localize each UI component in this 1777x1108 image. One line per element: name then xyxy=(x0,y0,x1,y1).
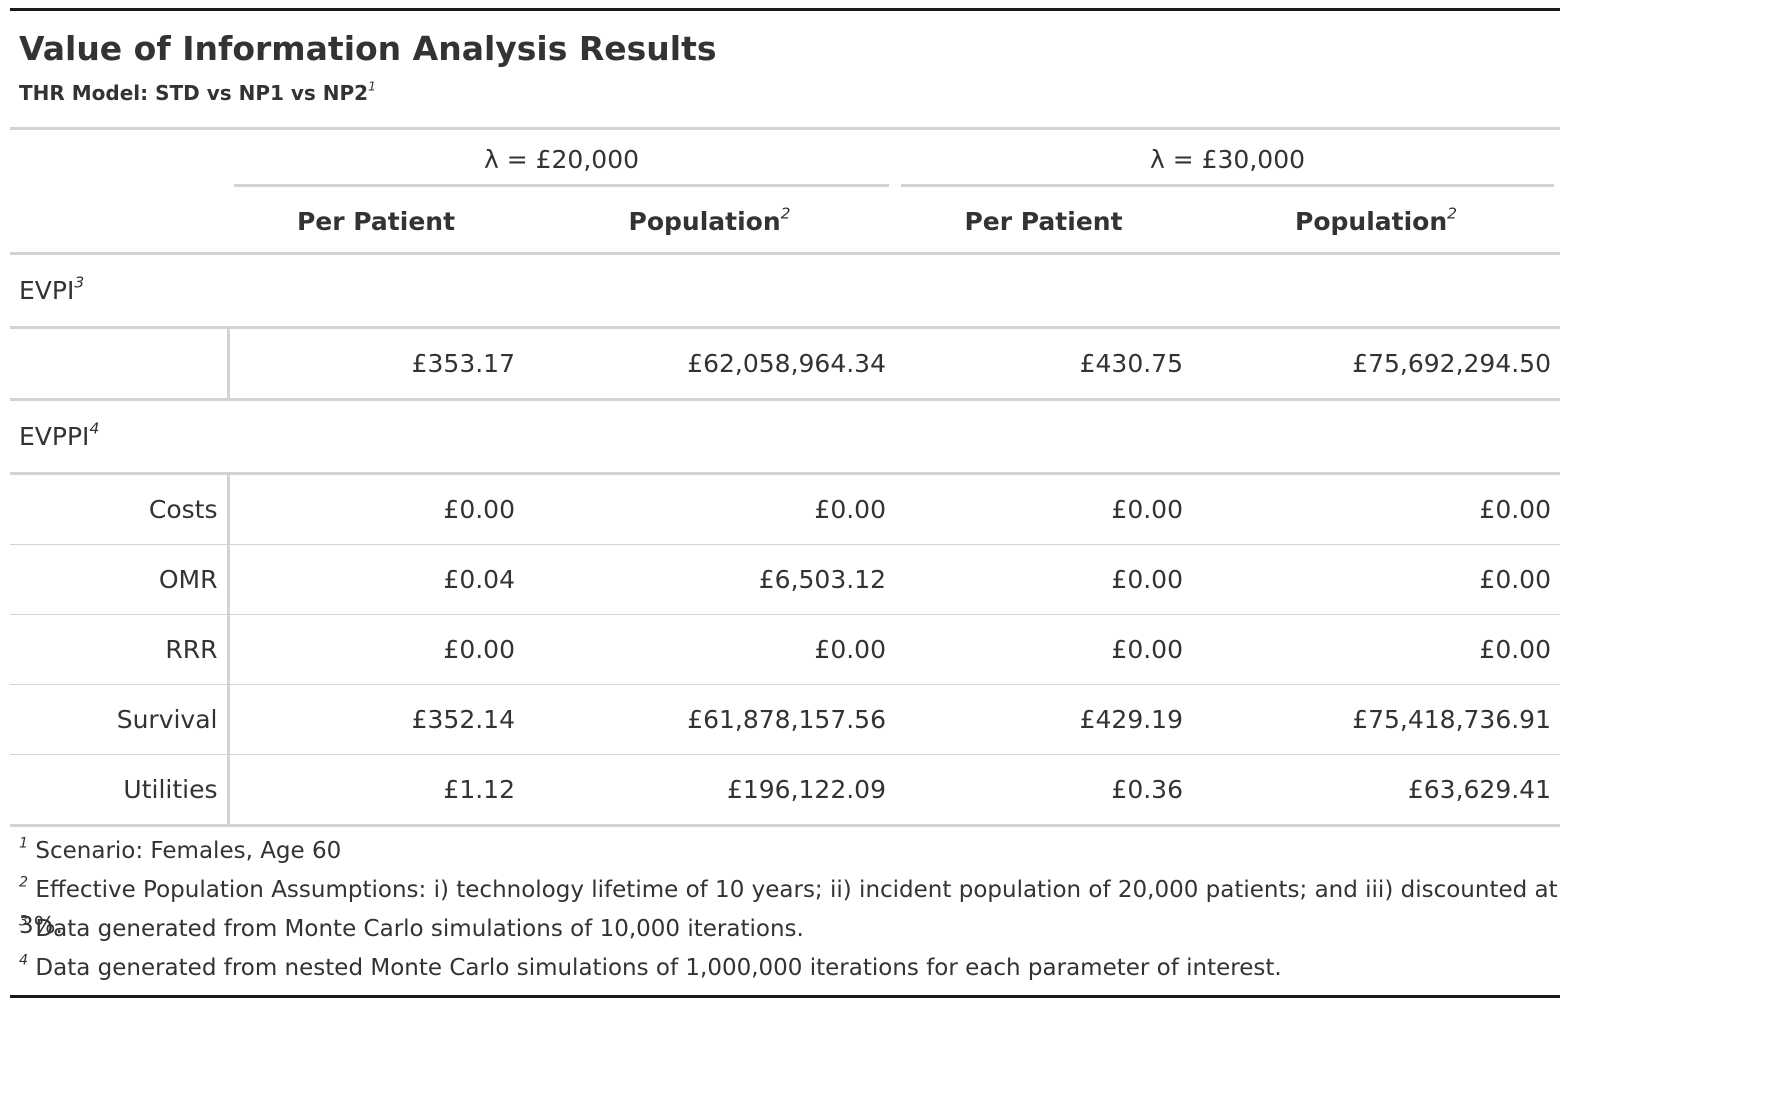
group-label-evpi: EVPI3 xyxy=(10,252,1560,328)
stub-spanner-empty xyxy=(10,129,228,191)
top-rule xyxy=(10,8,1560,11)
footnote-text: Data generated from Monte Carlo simulati… xyxy=(35,916,804,942)
table-row: Costs £0.00 £0.00 £0.00 £0.00 xyxy=(10,472,1560,545)
col-header-per-patient: Per Patient xyxy=(228,190,524,254)
footnote-mark: 2 xyxy=(19,874,29,891)
table-row: £353.17 £62,058,964.34 £430.75 £75,692,2… xyxy=(10,326,1560,400)
table-cell: £353.17 xyxy=(228,326,524,400)
footnote: 1 Scenario: Females, Age 60 xyxy=(19,833,1560,872)
group-row-evppi: EVPPI4 xyxy=(10,398,1560,474)
table-row: RRR £0.00 £0.00 £0.00 £0.00 xyxy=(10,614,1560,685)
column-header-row: Per Patient Population2 Per Patient Popu… xyxy=(10,190,1560,254)
footnote-text: Effective Population Assumptions: i) tec… xyxy=(19,877,1558,939)
table-cell: £0.00 xyxy=(895,472,1192,545)
table-cell: £62,058,964.34 xyxy=(524,326,895,400)
voi-results-table: Value of Information Analysis Results TH… xyxy=(10,8,1560,998)
group-label: EVPPI xyxy=(19,422,90,451)
table-cell: £0.00 xyxy=(228,472,524,545)
table-cell: £75,418,736.91 xyxy=(1192,684,1560,755)
bottom-rule xyxy=(10,995,1560,998)
footnote: 2 Effective Population Assumptions: i) t… xyxy=(19,872,1560,939)
table-cell: £1.12 xyxy=(228,754,524,824)
table-cell: £6,503.12 xyxy=(524,544,895,615)
table-cell: £352.14 xyxy=(228,684,524,755)
row-stub: Costs xyxy=(10,472,230,545)
col-header-population: Population2 xyxy=(524,190,895,254)
footnote-text: Scenario: Females, Age 60 xyxy=(35,838,342,864)
table-cell: £0.00 xyxy=(1192,544,1560,615)
table-row: Utilities £1.12 £196,122.09 £0.36 £63,62… xyxy=(10,754,1560,824)
col-header-label: Per Patient xyxy=(296,206,456,236)
subtitle-text: THR Model: STD vs NP1 vs NP2 xyxy=(19,81,369,105)
col-header-label: Population xyxy=(1295,206,1448,236)
footnote-mark: 3 xyxy=(19,913,29,930)
footnote: 4 Data generated from nested Monte Carlo… xyxy=(19,950,1560,989)
table-cell: £0.04 xyxy=(228,544,524,615)
footnote: 3 Data generated from Monte Carlo simula… xyxy=(19,911,1560,950)
spanner-lambda-30000: λ = £30,000 xyxy=(895,129,1560,191)
table-footnotes: 1 Scenario: Females, Age 60 2 Effective … xyxy=(10,824,1560,995)
table-cell: £430.75 xyxy=(895,326,1192,400)
spanner-lambda-20000: λ = £20,000 xyxy=(228,129,895,191)
group-label: EVPI xyxy=(19,276,75,305)
table-cell: £0.00 xyxy=(228,614,524,685)
row-stub: Utilities xyxy=(10,754,230,824)
table-row: Survival £352.14 £61,878,157.56 £429.19 … xyxy=(10,684,1560,755)
row-stub: RRR xyxy=(10,614,230,685)
table-title: Value of Information Analysis Results xyxy=(10,11,1560,73)
group-label-evppi: EVPPI4 xyxy=(10,398,1560,474)
row-stub xyxy=(10,326,230,400)
spanner-header-row: λ = £20,000 λ = £30,000 xyxy=(10,128,1560,191)
row-stub: OMR xyxy=(10,544,230,615)
table-cell: £196,122.09 xyxy=(524,754,895,824)
table-cell: £0.36 xyxy=(895,754,1192,824)
row-stub: Survival xyxy=(10,684,230,755)
col-header-label: Per Patient xyxy=(964,206,1123,236)
col-header-population: Population2 xyxy=(1192,190,1560,254)
table-cell: £429.19 xyxy=(895,684,1192,755)
spanner-label: λ = £30,000 xyxy=(901,145,1554,187)
table-subtitle: THR Model: STD vs NP1 vs NP21 xyxy=(10,73,1560,127)
table-cell: £0.00 xyxy=(524,472,895,545)
table-cell: £0.00 xyxy=(1192,472,1560,545)
table-row: OMR £0.04 £6,503.12 £0.00 £0.00 xyxy=(10,544,1560,615)
footnote-mark: 4 xyxy=(19,952,29,969)
footnote-mark: 4 xyxy=(89,419,100,438)
footnote-mark: 1 xyxy=(368,78,376,94)
stub-header-empty xyxy=(10,190,228,254)
spanner-label: λ = £20,000 xyxy=(234,145,889,187)
table-cell: £61,878,157.56 xyxy=(524,684,895,755)
results-grid: λ = £20,000 λ = £30,000 Per Patient Popu… xyxy=(10,127,1560,824)
table-cell: £0.00 xyxy=(895,614,1192,685)
footnote-mark: 2 xyxy=(780,203,791,222)
col-header-label: Population xyxy=(628,206,781,236)
table-cell: £0.00 xyxy=(524,614,895,685)
table-cell: £0.00 xyxy=(1192,614,1560,685)
footnote-text: Data generated from nested Monte Carlo s… xyxy=(35,955,1282,981)
footnote-mark: 3 xyxy=(74,273,85,292)
footnote-mark: 2 xyxy=(1447,203,1457,222)
col-header-per-patient: Per Patient xyxy=(895,190,1192,254)
footnote-mark: 1 xyxy=(19,835,29,852)
table-cell: £63,629.41 xyxy=(1192,754,1560,824)
table-cell: £0.00 xyxy=(895,544,1192,615)
title-text: Value of Information Analysis Results xyxy=(19,29,717,68)
table-cell: £75,692,294.50 xyxy=(1192,326,1560,400)
group-row-evpi: EVPI3 xyxy=(10,252,1560,328)
